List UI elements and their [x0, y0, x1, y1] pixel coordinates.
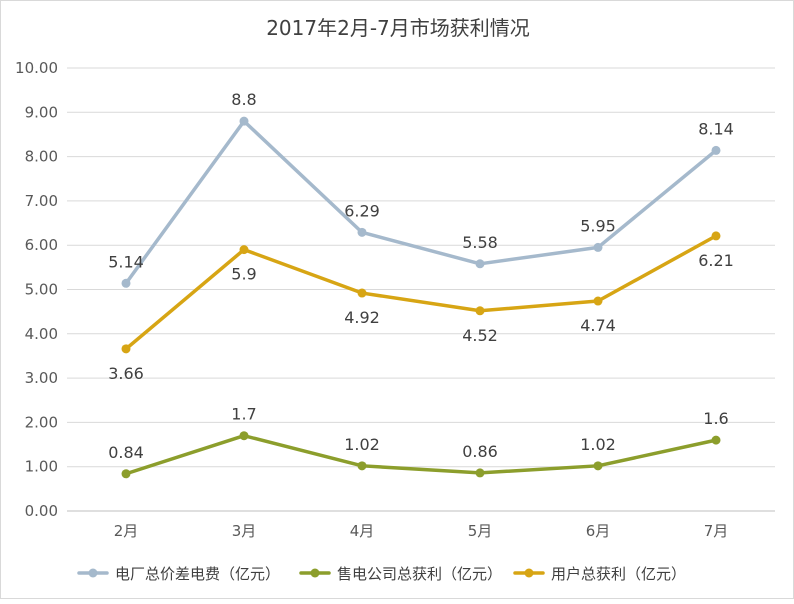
data-label: 0.86 [462, 442, 498, 461]
y-tick-label: 4.00 [25, 325, 58, 343]
data-label: 6.21 [698, 251, 734, 270]
legend-swatch-marker [88, 568, 98, 578]
y-tick-label: 6.00 [25, 236, 58, 254]
y-tick-label: 9.00 [25, 103, 58, 121]
data-point [711, 231, 721, 241]
y-tick-label: 8.00 [25, 148, 58, 166]
data-point [475, 468, 485, 478]
x-axis-ticks: 2月 3月 4月 5月 6月 7月 [114, 522, 729, 540]
data-labels: 5.14 8.8 6.29 5.58 5.95 8.14 0.84 1.7 1.02 0.86 1.… [108, 90, 734, 462]
x-tick-label: 7月 [704, 522, 729, 540]
y-tick-label: 0.00 [25, 502, 58, 520]
y-axis-ticks: 0.00 1.00 2.00 3.00 4.00 5.00 6.00 7.00 8.00 9.00… [15, 59, 58, 520]
data-point [593, 296, 603, 306]
data-label: 8.8 [231, 90, 256, 109]
chart-title: 2017年2月-7月市场获利情况 [266, 16, 530, 40]
data-point [593, 461, 603, 471]
x-tick-label: 5月 [468, 522, 493, 540]
legend-label: 用户总获利（亿元） [551, 565, 686, 583]
y-tick-label: 3.00 [25, 369, 58, 387]
data-point [711, 145, 721, 155]
x-tick-label: 6月 [586, 522, 611, 540]
legend-swatch-marker [310, 568, 320, 578]
data-label: 8.14 [698, 119, 734, 138]
data-label: 4.52 [462, 326, 498, 345]
series-line [124, 234, 718, 351]
data-label: 4.74 [580, 316, 616, 335]
series-line [124, 119, 718, 286]
data-point [121, 469, 131, 479]
data-point [475, 259, 485, 269]
data-label: 0.84 [108, 443, 144, 462]
data-point [357, 227, 367, 237]
data-label: 3.66 [108, 364, 144, 383]
series-lines [121, 116, 721, 479]
data-label: 5.9 [231, 265, 256, 284]
grid-lines [67, 67, 775, 512]
data-point [121, 278, 131, 288]
legend: 电厂总价差电费（亿元） 售电公司总获利（亿元） 用户总获利（亿元） [77, 565, 686, 583]
data-point [711, 435, 721, 445]
data-label: 6.29 [344, 201, 380, 220]
legend-swatch-marker [524, 568, 534, 578]
legend-label: 售电公司总获利（亿元） [337, 565, 502, 583]
data-label: 5.95 [580, 216, 616, 235]
y-tick-label: 5.00 [25, 281, 58, 299]
data-point [239, 431, 249, 441]
x-tick-label: 2月 [114, 522, 139, 540]
data-label: 5.14 [108, 252, 144, 271]
data-label: 5.58 [462, 233, 498, 252]
data-point [121, 344, 131, 354]
data-point [357, 288, 367, 298]
data-label: 1.6 [703, 409, 728, 428]
y-tick-label: 1.00 [25, 458, 58, 476]
data-label: 1.02 [344, 435, 380, 454]
data-point [357, 461, 367, 471]
data-point [475, 306, 485, 316]
data-point [239, 245, 249, 255]
y-tick-label: 7.00 [25, 192, 58, 210]
data-point [593, 242, 603, 252]
y-tick-label: 10.00 [15, 59, 58, 77]
y-tick-label: 2.00 [25, 413, 58, 431]
data-label: 1.7 [231, 405, 256, 424]
data-label: 1.02 [580, 435, 616, 454]
data-point [239, 116, 249, 126]
x-tick-label: 3月 [232, 522, 257, 540]
x-tick-label: 4月 [350, 522, 375, 540]
legend-label: 电厂总价差电费（亿元） [115, 565, 280, 583]
data-label: 4.92 [344, 308, 380, 327]
series-line [124, 433, 718, 476]
